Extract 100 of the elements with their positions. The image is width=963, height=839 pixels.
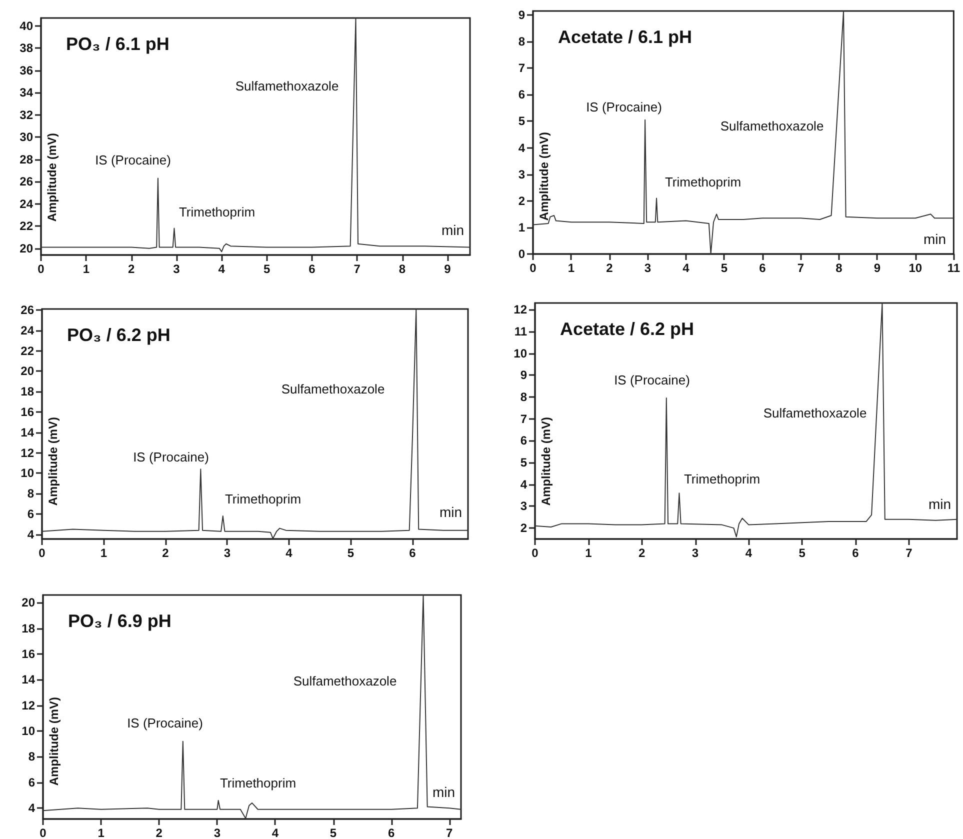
annotation: IS (Procaine) — [127, 716, 203, 730]
x-tick-label: 0 — [532, 546, 539, 560]
y-tick-label: 24 — [20, 323, 34, 338]
y-tick-label: 8 — [520, 390, 528, 404]
y-tick-label: 2 — [518, 194, 526, 208]
text: Acetate / 6.2 pH — [560, 319, 694, 339]
y-tick-label: 4 — [520, 477, 528, 492]
x-axis-title: min — [439, 504, 462, 520]
y-tick-label: 7 — [518, 61, 526, 76]
x-tick-label: 2 — [638, 546, 646, 560]
y-tick-label: 20 — [20, 364, 34, 378]
y-tick-label: 8 — [518, 34, 526, 49]
x-axis-title: min — [432, 784, 456, 800]
y-tick-label: 22 — [20, 219, 34, 234]
y-tick-label: 38 — [20, 41, 34, 56]
y-tick-label: 10 — [514, 346, 528, 360]
x-tick-label: 9 — [874, 261, 881, 275]
x-tick-label: 7 — [354, 262, 361, 276]
y-axis-title: Amplitude (mV) — [537, 132, 551, 221]
y-tick-label: 4 — [28, 801, 36, 816]
y-axis-title: Amplitude (mV) — [45, 132, 59, 222]
y-tick-label: 14 — [20, 425, 34, 440]
y-tick-label: 34 — [20, 86, 34, 100]
x-tick-label: 7 — [797, 261, 804, 275]
y-tick-label: 5 — [518, 114, 526, 128]
y-tick-label: 28 — [20, 152, 34, 166]
y-tick-label: 5 — [520, 456, 528, 470]
x-tick-label: 5 — [720, 261, 728, 275]
y-tick-label: 8 — [27, 486, 34, 501]
y-tick-label: 18 — [22, 621, 36, 636]
y-tick-label: 2 — [520, 521, 528, 536]
y-tick-label: 4 — [518, 140, 526, 155]
y-axis-title: Amplitude (mV) — [47, 696, 61, 786]
x-tick-label: 1 — [568, 261, 575, 275]
y-tick-label: 11 — [514, 324, 528, 338]
x-tick-label: 6 — [409, 546, 416, 560]
x-tick-label: 10 — [908, 261, 922, 275]
x-tick-label: 3 — [173, 262, 180, 276]
x-tick-label: 3 — [214, 826, 221, 839]
y-tick-label: 0 — [518, 247, 526, 261]
x-tick-label: 0 — [530, 261, 537, 275]
x-tick-label: 4 — [286, 546, 293, 560]
x-tick-label: 11 — [947, 261, 960, 275]
x-tick-label: 5 — [330, 826, 337, 839]
annotation: Trimethoprim — [684, 472, 760, 486]
y-tick-label: 9 — [520, 368, 528, 382]
y-tick-label: 6 — [28, 775, 36, 790]
annotation: IS (Procaine) — [133, 450, 209, 464]
annotation: Trimethoprim — [178, 204, 256, 220]
x-tick-label: 6 — [308, 262, 316, 276]
x-tick-label: 6 — [759, 261, 766, 275]
text: Acetate / 6.1 pH — [558, 27, 692, 47]
x-tick-label: 0 — [38, 546, 46, 560]
y-tick-label: 10 — [20, 466, 34, 480]
x-axis-title: min — [923, 231, 946, 247]
x-tick-label: 8 — [398, 262, 406, 276]
x-tick-label: 0 — [40, 826, 47, 839]
y-tick-label: 12 — [22, 698, 36, 712]
y-tick-label: 4 — [27, 527, 34, 542]
y-tick-label: 9 — [518, 8, 526, 22]
y-tick-label: 3 — [520, 499, 528, 514]
y-tick-label: 6 — [27, 507, 34, 522]
x-tick-label: 1 — [585, 546, 592, 560]
line-series — [40, 18, 470, 252]
x-tick-label: 5 — [263, 262, 270, 276]
y-tick-label: 6 — [520, 434, 528, 448]
x-tick-label: 4 — [745, 546, 752, 560]
x-tick-label: 3 — [224, 546, 231, 560]
x-tick-label: 2 — [156, 826, 163, 839]
x-tick-label: 7 — [446, 826, 454, 839]
y-tick-label: 16 — [22, 647, 36, 662]
x-tick-label: 9 — [444, 262, 452, 276]
x-tick-label: 0 — [38, 262, 45, 276]
y-tick-label: 36 — [20, 63, 34, 78]
x-tick-label: 3 — [644, 261, 652, 275]
x-tick-label: 6 — [388, 826, 395, 839]
x-tick-label: 5 — [347, 546, 354, 560]
y-tick-label: 8 — [28, 750, 36, 764]
y-axis-title: Amplitude (mV) — [46, 416, 60, 506]
annotation: Trimethoprim — [224, 492, 302, 506]
y-tick-label: 18 — [20, 384, 34, 399]
x-tick-label: 1 — [100, 546, 108, 560]
x-tick-label: 8 — [836, 261, 843, 275]
y-tick-label: 10 — [22, 724, 36, 738]
x-tick-label: 4 — [682, 261, 690, 275]
annotation: Sulfamethoxazole — [763, 406, 867, 420]
annotation: Sulfamethoxazole — [720, 118, 824, 134]
annotation: Trimethoprim — [220, 776, 296, 790]
x-tick-label: 5 — [798, 546, 806, 560]
x-tick-label: 4 — [272, 826, 279, 839]
y-tick-label: 20 — [22, 596, 36, 610]
x-axis-title: min — [441, 222, 464, 238]
y-tick-label: 26 — [20, 303, 34, 318]
y-tick-label: 24 — [20, 196, 34, 211]
annotation: Sulfamethoxazole — [281, 382, 385, 396]
line-series — [534, 302, 958, 538]
x-tick-label: 2 — [162, 546, 170, 560]
y-tick-label: 20 — [20, 241, 34, 256]
y-tick-label: 6 — [518, 88, 526, 102]
annotation: Trimethoprim — [664, 174, 742, 190]
